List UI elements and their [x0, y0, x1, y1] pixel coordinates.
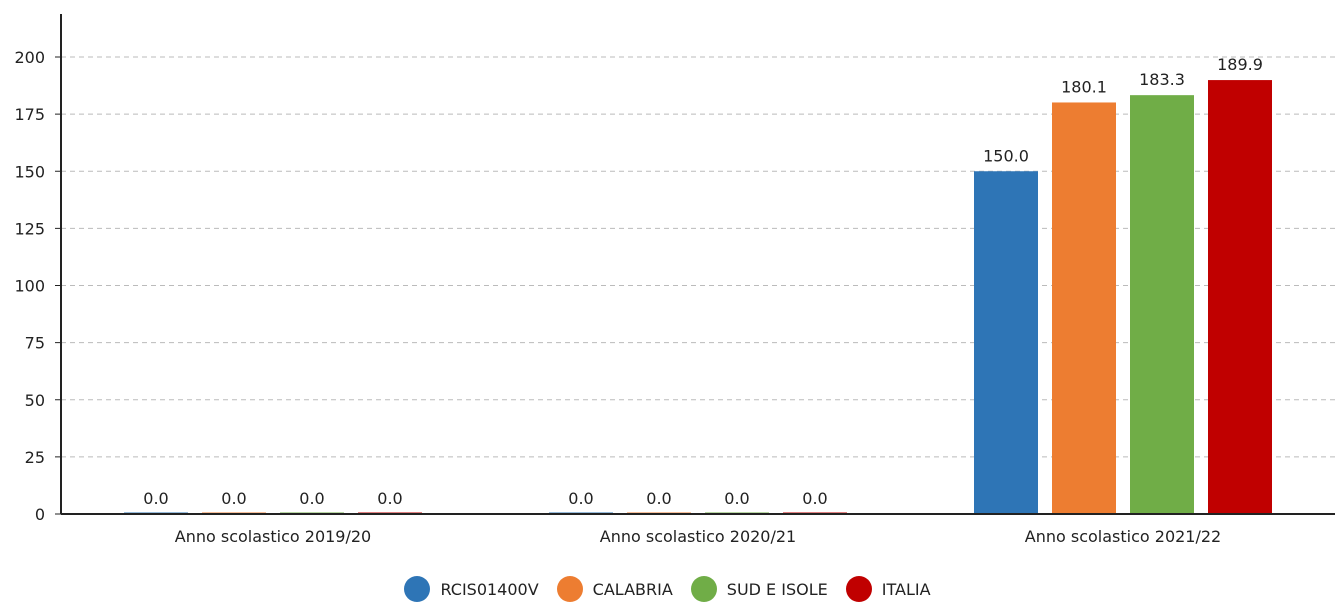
bar-italia[interactable]: [1208, 80, 1272, 515]
x-category-label: Anno scolastico 2021/22: [1025, 527, 1221, 546]
y-tick-label: 75: [25, 334, 45, 353]
bar-calabria[interactable]: [1052, 102, 1116, 514]
legend-item-italia[interactable]: ITALIA: [845, 576, 931, 602]
bar-rcis01400v[interactable]: [974, 171, 1038, 514]
y-axis-ticks: 0 25 50 75 100 125 150 175 200: [14, 48, 61, 524]
y-tick-label: 100: [14, 277, 45, 296]
x-category-label: Anno scolastico 2020/21: [600, 527, 796, 546]
data-label: 0.0: [724, 489, 749, 508]
data-label: 0.0: [377, 489, 402, 508]
bar-sud-e-isole[interactable]: [1130, 95, 1194, 515]
y-tick-label: 0: [35, 505, 45, 524]
axes: [60, 14, 1335, 515]
y-tick-label: 200: [14, 48, 45, 67]
legend-label: RCIS01400V: [440, 579, 539, 599]
data-label: 183.3: [1139, 70, 1185, 89]
y-tick-label: 150: [14, 162, 45, 181]
data-label: 0.0: [143, 489, 168, 508]
data-label: 0.0: [802, 489, 827, 508]
y-tick-label: 25: [25, 448, 45, 467]
legend-swatch-icon: [690, 576, 717, 602]
data-label: 189.9: [1217, 55, 1263, 74]
legend-swatch-icon: [845, 576, 872, 602]
legend: RCIS01400V CALABRIA SUD E ISOLE ITALIA: [0, 576, 1335, 602]
data-label: 0.0: [568, 489, 593, 508]
data-label: 150.0: [983, 146, 1029, 165]
y-tick-label: 125: [14, 219, 45, 238]
y-tick-label: 50: [25, 391, 45, 410]
data-labels: 0.0 0.0 0.0 0.0 0.0 0.0 0.0 0.0 150.0 180.1 183.3 1…: [143, 55, 1263, 508]
legend-label: SUD E ISOLE: [726, 579, 828, 599]
legend-label: CALABRIA: [592, 579, 673, 599]
legend-item-calabria[interactable]: CALABRIA: [556, 576, 673, 602]
data-label: 0.0: [221, 489, 246, 508]
data-label: 0.0: [646, 489, 671, 508]
x-axis-labels: Anno scolastico 2019/20 Anno scolastico 2…: [175, 527, 1221, 546]
data-label: 0.0: [299, 489, 324, 508]
legend-item-sud-e-isole[interactable]: SUD E ISOLE: [690, 576, 828, 602]
y-tick-label: 175: [14, 105, 45, 124]
x-category-label: Anno scolastico 2019/20: [175, 527, 371, 546]
legend-item-rcis01400v[interactable]: RCIS01400V: [404, 576, 539, 602]
legend-swatch-icon: [556, 576, 583, 602]
bars: [124, 80, 1272, 515]
legend-swatch-icon: [404, 576, 431, 602]
legend-label: ITALIA: [881, 579, 931, 599]
data-label: 180.1: [1061, 77, 1107, 96]
